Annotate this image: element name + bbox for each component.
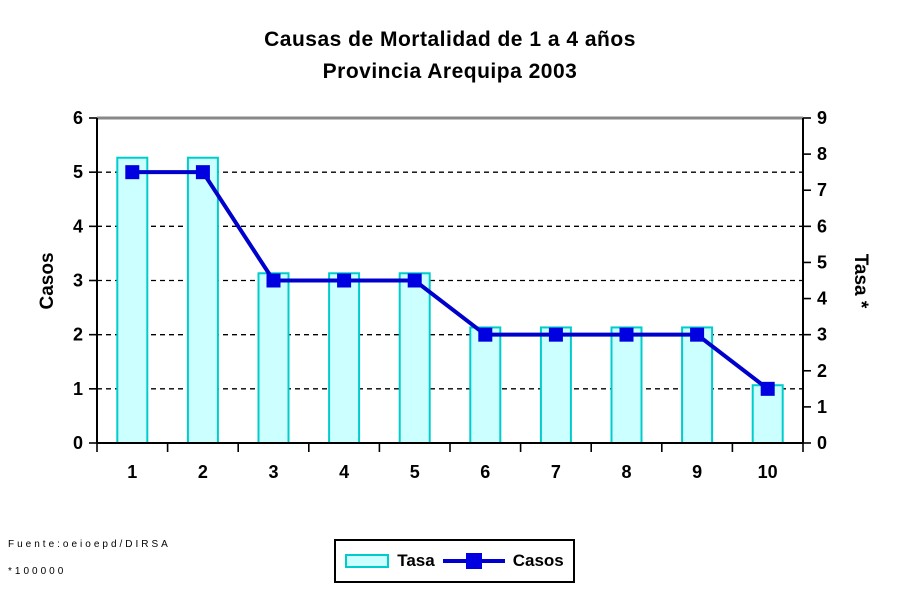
chart-title: Causas de Mortalidad de 1 a 4 años Provi… [0,24,900,88]
casos-marker [407,273,422,288]
casos-marker [195,165,210,180]
casos-marker [760,381,775,396]
right-axis-tick-label: 4 [817,289,827,309]
casos-marker [548,327,563,342]
right-axis-tick-label: 7 [817,180,827,200]
legend-casos-glyph [442,553,505,569]
tasa-bar [257,272,290,444]
left-axis-tick-label: 1 [73,379,83,399]
tasa-bar [398,272,431,444]
left-axis-title: Casos [37,252,58,310]
right-axis-tick-label: 6 [817,216,827,236]
casos-marker [478,327,493,342]
right-axis-tick-label: 8 [817,144,827,164]
x-axis-category-label: 5 [410,462,420,482]
left-axis-tick-label: 2 [73,325,83,345]
right-axis-tick-label: 1 [817,397,827,417]
casos-marker [619,327,634,342]
legend-tasa-swatch [345,554,390,568]
casos-line [132,170,769,391]
casos-marker [690,327,705,342]
casos-marker [337,273,352,288]
chart-title-line1: Causas de Mortalidad de 1 a 4 años [264,28,636,51]
x-axis-category-label: 1 [127,462,137,482]
footnote-rate-note: *100000 [8,566,67,577]
x-axis-category-label: 3 [268,462,278,482]
tasa-bar [116,156,149,444]
left-axis-tick-label: 5 [73,162,83,182]
tasa-bar [328,272,361,444]
x-axis-category-label: 2 [198,462,208,482]
right-axis-tick-label: 9 [817,108,827,128]
tasa-bar [469,326,502,445]
right-axis-tick-label: 5 [817,252,827,272]
left-axis-tick-label: 6 [73,108,83,128]
left-axis-tick-label: 4 [73,216,83,236]
footnote: Fuente:oeioepd/DIRSA *100000 [8,538,171,592]
footnote-source: Fuente:oeioepd/DIRSA [8,539,171,550]
right-axis-title: Tasa * [850,253,871,309]
casos-marker [125,165,140,180]
tasa-bar [186,156,219,444]
casos-marker [266,273,281,288]
x-axis-category-label: 6 [480,462,490,482]
legend-tasa-label: Tasa [397,551,435,570]
right-axis-tick-label: 3 [817,325,827,345]
legend: Tasa Casos [334,539,575,583]
tasa-bar [539,326,572,445]
tasa-bar [610,326,643,445]
x-axis-category-label: 4 [339,462,349,482]
right-axis-tick-label: 0 [817,433,827,453]
x-axis-category-label: 8 [621,462,631,482]
combo-chart: 0 1 2 3 4 5 6 0 1 2 3 4 5 6 7 8 9 1 2 3 4 5 6 7 8 9 10 [73,108,827,482]
x-axis-category-label: 7 [551,462,561,482]
x-axis-category-label: 10 [758,462,778,482]
legend-casos-label: Casos [512,551,564,570]
left-axis-tick-label: 0 [73,433,83,453]
chart-title-line2: Provincia Arequipa 2003 [322,60,578,83]
legend-casos-marker-icon [465,553,482,569]
x-axis-category-label: 9 [692,462,702,482]
left-axis-tick-label: 3 [73,271,83,291]
right-axis-tick-label: 2 [817,361,827,381]
